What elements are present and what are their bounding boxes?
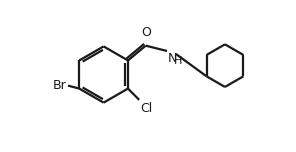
Text: H: H (174, 56, 182, 66)
Text: O: O (141, 26, 151, 39)
Text: Cl: Cl (140, 102, 152, 115)
Text: Br: Br (53, 79, 67, 92)
Text: N: N (168, 52, 178, 65)
